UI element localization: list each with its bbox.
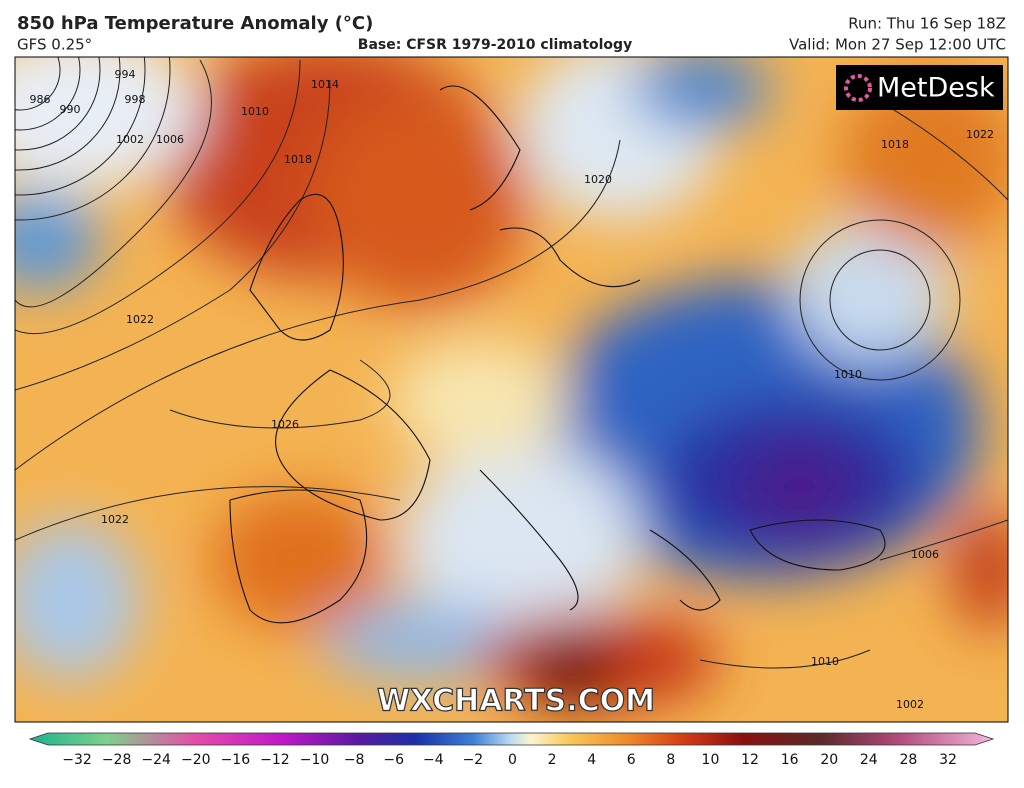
colorbar-tick-label: 32 bbox=[939, 752, 957, 768]
isobar-label: 998 bbox=[125, 93, 146, 106]
isobar-label: 1022 bbox=[126, 313, 154, 326]
logo-icon bbox=[844, 74, 872, 102]
colorbar-tick-label: 4 bbox=[587, 752, 596, 768]
isobar-label: 990 bbox=[60, 103, 81, 116]
colorbar-tick-label: −12 bbox=[260, 752, 290, 768]
isobar-label: 1010 bbox=[811, 655, 839, 668]
colorbar-tick-label: 0 bbox=[508, 752, 517, 768]
run: Run: Thu 16 Sep 18Z bbox=[848, 15, 1006, 33]
colorbar-tick-label: 10 bbox=[702, 752, 720, 768]
logo-text: MetDesk bbox=[877, 73, 995, 104]
isobar-label: 1018 bbox=[284, 153, 312, 166]
colorbar-tick-label: −10 bbox=[300, 752, 330, 768]
map-frame bbox=[14, 56, 1009, 723]
colorbar-tick-label: 20 bbox=[820, 752, 838, 768]
colorbar-tick-label: 2 bbox=[548, 752, 557, 768]
isobar-label: 1022 bbox=[101, 513, 129, 526]
valid: Valid: Mon 27 Sep 12:00 UTC bbox=[789, 36, 1006, 54]
isobar-label: 1014 bbox=[311, 78, 339, 91]
colorbar-tick-label: −24 bbox=[141, 752, 171, 768]
isobar-label: 1006 bbox=[911, 548, 939, 561]
title: 850 hPa Temperature Anomaly (°C) bbox=[17, 13, 373, 34]
coastlines bbox=[229, 85, 886, 624]
isobar-label: 1010 bbox=[241, 105, 269, 118]
model: GFS 0.25° bbox=[17, 36, 92, 54]
colorbar-tick-label: −16 bbox=[221, 752, 251, 768]
colorbar bbox=[28, 732, 995, 746]
isobar-label: 1002 bbox=[116, 133, 144, 146]
isobar-label: 986 bbox=[30, 93, 51, 106]
colorbar-tick-label: 16 bbox=[781, 752, 799, 768]
colorbar-tick-label: −6 bbox=[383, 752, 404, 768]
base: Base: CFSR 1979-2010 climatology bbox=[358, 37, 632, 53]
map: 986 990 994 998 1002 1006 1010 1014 1018 1022 1026… bbox=[15, 57, 1008, 722]
colorbar-tick-label: 8 bbox=[666, 752, 675, 768]
colorbar-tick-label: −28 bbox=[102, 752, 132, 768]
isobar-label: 1002 bbox=[896, 698, 924, 711]
colorbar-tick-label: −8 bbox=[344, 752, 365, 768]
colorbar-tick-label: 28 bbox=[899, 752, 917, 768]
colorbar-tick-label: 24 bbox=[860, 752, 878, 768]
logo-box bbox=[836, 65, 1003, 110]
isobar-label: 1022 bbox=[966, 128, 994, 141]
colorbar-ticks: −32 −28 −24 −20 −16 −12 −10 −8 −6 −4 −2 0 2 4 6 8 10 12 16… bbox=[62, 752, 957, 768]
isobar-label: 1010 bbox=[834, 368, 862, 381]
colorbar-tick-label: −4 bbox=[423, 752, 444, 768]
colorbar-tick-label: −32 bbox=[62, 752, 92, 768]
colorbar-tick-label: 6 bbox=[627, 752, 636, 768]
isobar-label: 1006 bbox=[156, 133, 184, 146]
isobar-label: 1020 bbox=[584, 173, 612, 186]
colorbar-tick-label: −20 bbox=[181, 752, 211, 768]
watermark: WXCHARTS.COM bbox=[377, 684, 655, 719]
isobar-label: 1018 bbox=[881, 138, 909, 151]
colorbar-tick-label: −2 bbox=[463, 752, 484, 768]
isobar-label: 1026 bbox=[271, 418, 299, 431]
isobar-label: 994 bbox=[115, 68, 136, 81]
colorbar-tick-label: 12 bbox=[741, 752, 759, 768]
isobar-labels: 986 990 994 998 1002 1006 1010 1014 1018 1022 1026… bbox=[30, 68, 995, 711]
